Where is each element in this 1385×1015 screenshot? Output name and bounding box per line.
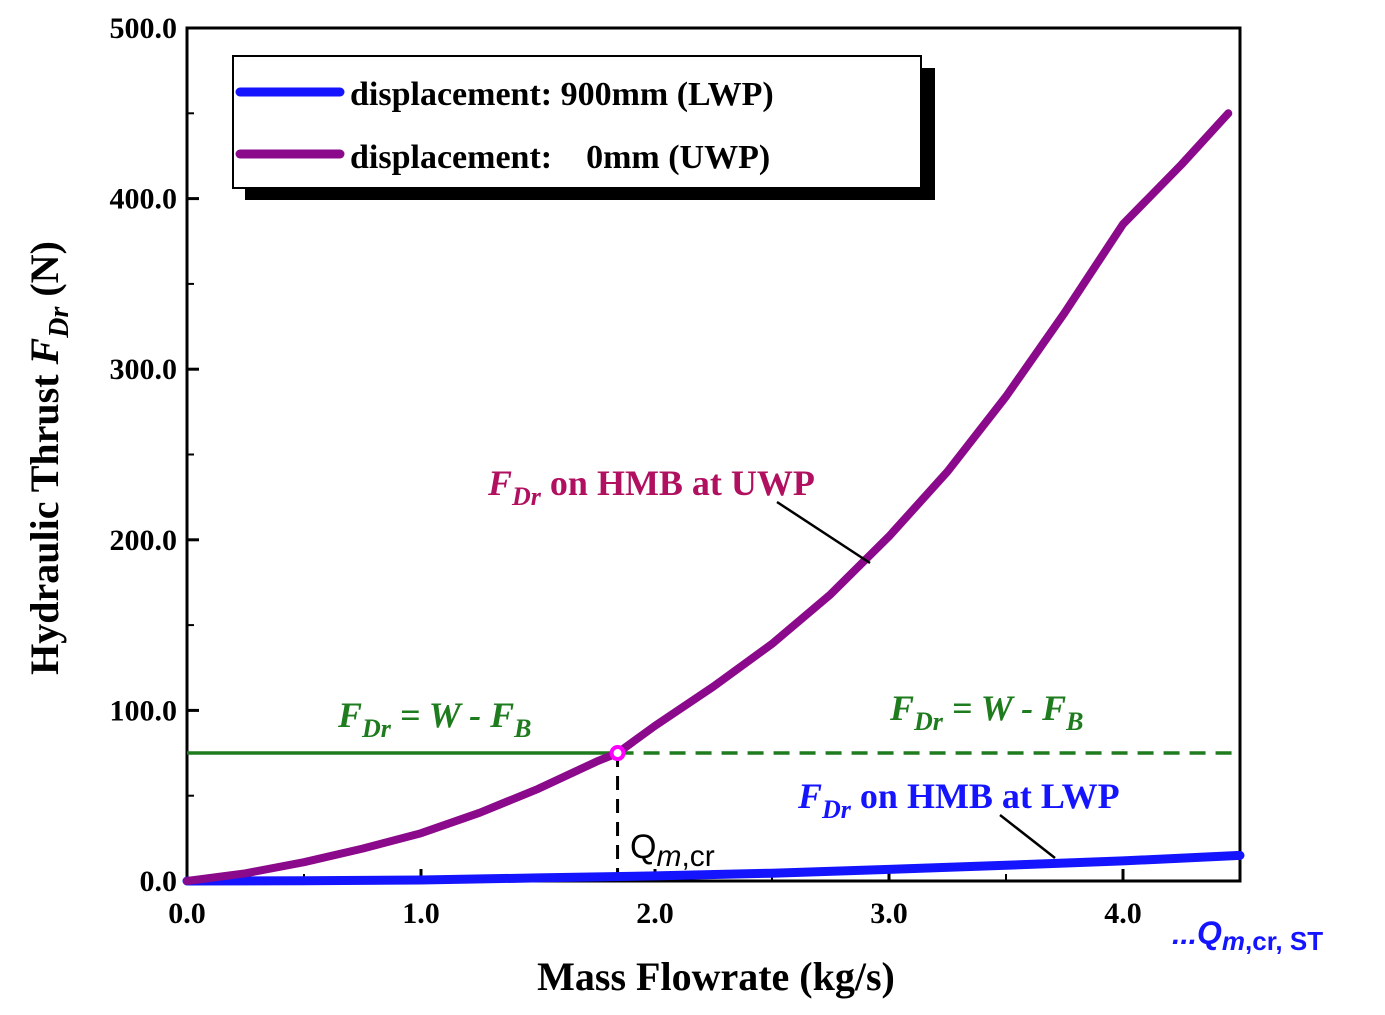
y-axis-ticks: 0.0 100.0 200.0 300.0 400.0 500.0 [110,12,199,898]
lwp-curve-label: FDr on HMB at LWP [797,776,1120,824]
x-tick-label: 4.0 [1104,897,1142,930]
y-tick-label: 100.0 [110,694,178,727]
x-tick-label: 0.0 [168,897,206,930]
x-axis-title: Mass Flowrate (kg/s) [537,954,895,999]
legend-label-lwp: displacement: 900mm (LWP) [350,76,774,113]
uwp-curve-label: FDr on HMB at UWP [487,463,815,511]
critical-point-marker [609,745,626,762]
lwp-leader-line [999,814,1056,859]
legend-label-uwp: displacement: 0mm (UWP) [350,139,770,176]
qmcr-label: Qm,cr [630,828,715,873]
threshold-group [187,751,1240,881]
legend: displacement: 900mm (LWP) displacement: … [232,55,935,200]
qmcr-st-label: ...Qm,cr, ST [1172,915,1323,956]
y-tick-label: 400.0 [110,183,178,216]
x-tick-label: 3.0 [870,897,908,930]
y-tick-label: 0.0 [140,865,178,898]
legend-box [232,55,922,189]
uwp-leader-line [776,500,871,565]
series-line-0 [182,850,1245,886]
series-line-1 [183,109,1233,885]
x-tick-label: 2.0 [636,897,674,930]
y-axis-title: Hydraulic Thrust FDr (N) [22,241,75,675]
threshold-equation-left: FDr = W - FB [337,695,532,743]
y-tick-label: 500.0 [110,12,178,45]
series-group [182,109,1245,886]
threshold-equation-right: FDr = W - FB [889,688,1084,736]
y-tick-label: 200.0 [110,524,178,557]
x-tick-label: 1.0 [402,897,440,930]
y-tick-label: 300.0 [110,353,178,386]
